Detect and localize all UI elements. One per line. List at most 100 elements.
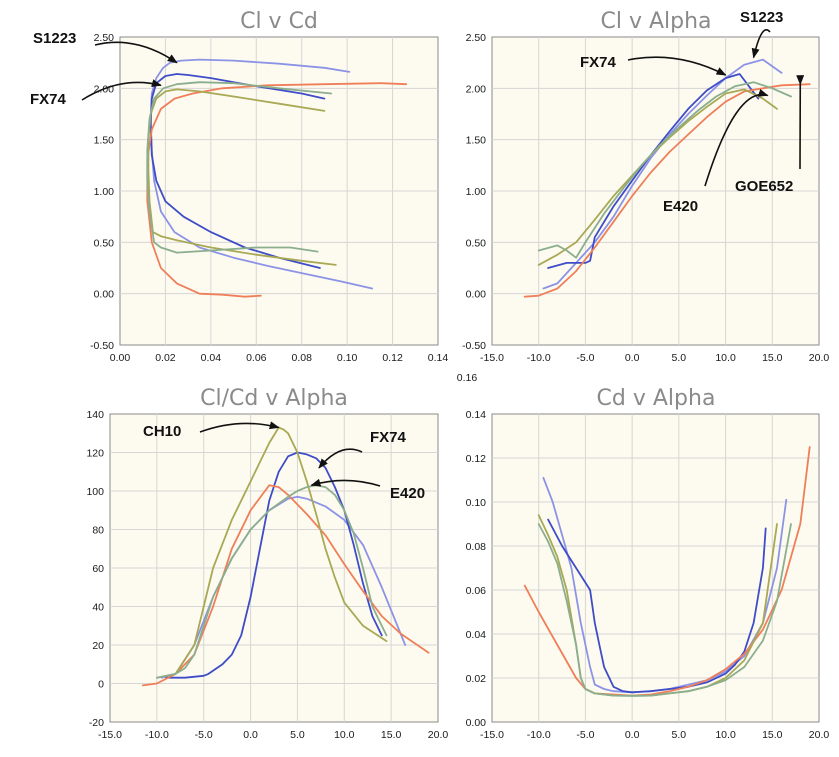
y-tick-label: 2.00 <box>466 83 487 95</box>
y-tick-label: 1.00 <box>466 186 487 198</box>
series-line-ch10 <box>147 88 337 266</box>
y-tick-label: 0.12 <box>466 453 487 465</box>
y-tick-label: 2.50 <box>94 32 115 44</box>
y-tick-label: -20 <box>89 717 104 729</box>
y-tick-label: 0.06 <box>466 585 487 597</box>
series-line-goe652 <box>523 446 811 697</box>
x-tick-label: 0.00 <box>110 352 131 364</box>
annotation-arrow <box>318 448 363 469</box>
chart-cl-v-cd: Cl v Cd 0.00 0.02 0.04 0.06 0.08 0.10 0.12 0.14… <box>90 9 448 364</box>
chart-cl-v-alpha: Cl v Alpha -15.0 -10.0 -5.0 0.0 5.0 10.0 15.0 2… <box>462 9 829 364</box>
series-line-fx74 <box>165 451 383 679</box>
y-tick-label: 20 <box>92 640 104 652</box>
annotation-label-goe652: GOE652 <box>735 178 793 195</box>
y-tick-label: 0.04 <box>466 629 487 641</box>
x-tick-label: -15.0 <box>98 729 122 741</box>
x-tick-label: -15.0 <box>480 729 504 741</box>
y-tick-label: 1.00 <box>94 186 115 198</box>
y-tick-label: 40 <box>92 602 104 614</box>
y-tick-label: 0.50 <box>466 237 487 249</box>
y-tick-label: 0.02 <box>466 673 487 685</box>
annotation-label-fx74: FX74 <box>370 429 407 446</box>
x-tick-label: 0.0 <box>243 729 258 741</box>
x-tick-label: 0.14 <box>428 352 449 364</box>
series-line-e420 <box>537 81 792 259</box>
y-tick-label: 2.50 <box>466 32 487 44</box>
chart-clcd-v-alpha: Cl/Cd v Alpha -15.0 -10.0 -5.0 0.0 5.0 10.0 15… <box>86 386 448 741</box>
annotation-arrow <box>94 41 178 64</box>
x-tick-label: -10.0 <box>145 729 169 741</box>
chart-title: Cd v Alpha <box>597 386 716 411</box>
annotation-layer: S1223 FX74 S1223 FX74 E420 GOE652 CH10 FX74 E420 <box>30 9 805 502</box>
x-tick-label: 0.08 <box>291 352 312 364</box>
chart-title: Cl/Cd v Alpha <box>200 386 348 411</box>
y-tick-label: -0.50 <box>462 340 486 352</box>
x-tick-label: 5.0 <box>672 352 687 364</box>
x-tick-label: 0.06 <box>246 352 267 364</box>
y-tick-label: 100 <box>86 486 104 498</box>
annotation-arrow <box>310 478 381 487</box>
x-tick-label: -5.0 <box>576 729 594 741</box>
y-tick-label: 0.14 <box>466 409 487 421</box>
x-tick-label: 0.0 <box>625 729 640 741</box>
annotation-arrow <box>81 79 162 101</box>
annotation-label-s1223: S1223 <box>740 9 783 26</box>
y-tick-label: 0.00 <box>466 289 487 301</box>
x-tick-label: 15.0 <box>381 729 402 741</box>
annotation-arrow <box>627 56 727 76</box>
x-tick-label: 20.0 <box>809 729 830 741</box>
y-tick-label: 120 <box>86 448 104 460</box>
chart-title: Cl v Alpha <box>600 9 711 34</box>
series-line-ch10 <box>155 426 388 679</box>
chart-title: Cl v Cd <box>240 9 318 34</box>
y-tick-label: 0 <box>98 679 104 691</box>
x-tick-label: -5.0 <box>576 352 594 364</box>
y-tick-label: 0.08 <box>466 541 487 553</box>
x-tick-label: 5.0 <box>290 729 305 741</box>
x-tick-label: 20.0 <box>809 352 830 364</box>
y-tick-label: 60 <box>92 563 104 575</box>
series-line-fx74 <box>547 518 767 694</box>
series-line-e420 <box>146 81 333 254</box>
series-line-ch10 <box>537 88 778 266</box>
annotation-label-fx74: FX74 <box>580 54 617 71</box>
y-tick-label: 0.50 <box>94 237 115 249</box>
y-tick-label: 80 <box>92 525 104 537</box>
x-tick-label: 15.0 <box>762 352 783 364</box>
x-tick-label: 0.10 <box>337 352 358 364</box>
annotation-arrow <box>704 88 769 187</box>
annotation-label-s1223: S1223 <box>33 30 76 47</box>
series-line-goe652 <box>523 83 811 298</box>
annotation-arrow <box>199 421 280 433</box>
series-line-e420 <box>155 484 388 679</box>
x-tick-label: 10.0 <box>334 729 355 741</box>
x-tick-label: 0.04 <box>201 352 222 364</box>
x-tick-label: -15.0 <box>480 352 504 364</box>
y-tick-label: 0.00 <box>466 717 487 729</box>
annotation-label-fx74: FX74 <box>30 91 67 108</box>
series-line-fx74 <box>547 73 760 269</box>
stray-tick-label: 0.16 <box>457 372 478 384</box>
y-tick-label: 0.00 <box>94 289 115 301</box>
annotation-label-ch10: CH10 <box>143 423 181 440</box>
chart-cd-v-alpha: Cd v Alpha 0.16 -15.0 -10.0 -5.0 0.0 5.0 10.0… <box>457 372 830 741</box>
annotation-label-e420: E420 <box>663 198 698 215</box>
x-tick-label: -5.0 <box>195 729 213 741</box>
x-tick-label: 15.0 <box>762 729 783 741</box>
y-tick-label: 1.50 <box>94 135 115 147</box>
x-tick-label: 20.0 <box>428 729 449 741</box>
x-tick-label: 0.0 <box>625 352 640 364</box>
series-line-e420 <box>537 523 792 697</box>
x-tick-label: 5.0 <box>672 729 687 741</box>
annotation-label-e420: E420 <box>390 485 425 502</box>
annotation-arrow <box>751 29 771 59</box>
x-tick-label: 10.0 <box>715 352 736 364</box>
x-tick-label: 0.02 <box>155 352 176 364</box>
plot-area <box>491 413 820 723</box>
x-tick-label: 10.0 <box>715 729 736 741</box>
y-tick-label: -0.50 <box>90 340 114 352</box>
x-tick-label: 0.12 <box>382 352 403 364</box>
series-line-s1223 <box>160 495 407 679</box>
series-line-goe652 <box>141 484 430 687</box>
